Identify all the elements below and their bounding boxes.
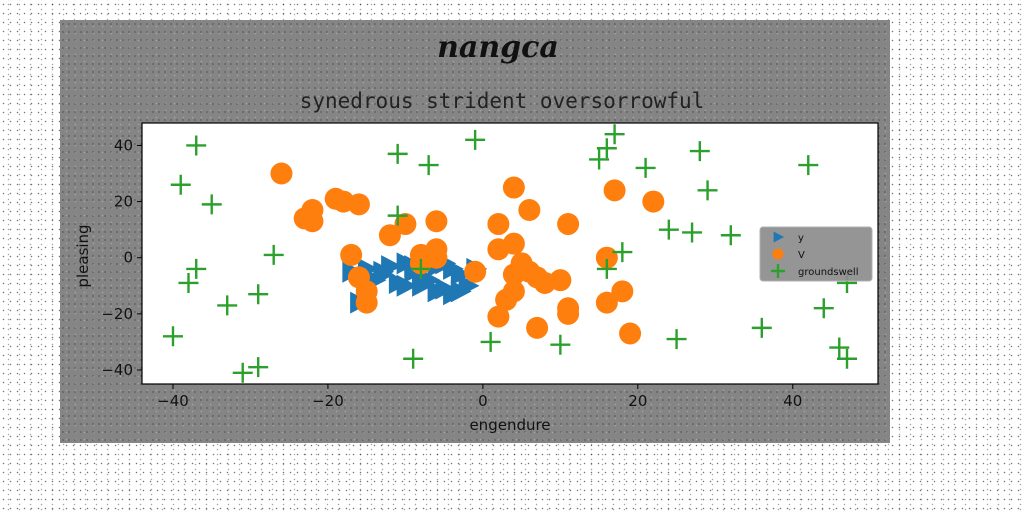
data-point <box>340 243 363 266</box>
data-point <box>658 219 679 240</box>
data-point <box>612 242 633 263</box>
legend-label: y <box>798 233 804 244</box>
data-point <box>549 269 572 292</box>
legend-label: V <box>798 250 805 261</box>
data-point <box>596 138 617 159</box>
data-point <box>263 244 284 265</box>
x-tick-label: −20 <box>312 392 344 410</box>
data-point <box>666 329 687 350</box>
data-point <box>697 180 718 201</box>
scatter-chart: nangca synedrous strident oversorrowful … <box>74 30 879 434</box>
data-point <box>178 272 199 293</box>
data-point <box>410 258 431 279</box>
data-point <box>373 260 395 283</box>
y-tick-label: −40 <box>101 361 133 379</box>
data-point <box>396 274 418 297</box>
data-point <box>347 193 370 216</box>
data-point <box>464 260 487 283</box>
data-point <box>450 263 472 286</box>
data-point <box>387 205 408 226</box>
data-point <box>425 210 448 233</box>
data-point <box>270 162 293 185</box>
data-point <box>458 274 480 297</box>
data-point <box>480 331 501 352</box>
data-point <box>186 135 207 156</box>
data-point <box>248 284 269 305</box>
figure: nangca synedrous strident oversorrowful … <box>60 20 890 443</box>
data-point <box>162 326 183 347</box>
x-tick-label: −40 <box>157 392 189 410</box>
data-point <box>170 174 191 195</box>
data-point <box>589 149 610 170</box>
data-point <box>324 187 347 210</box>
data-point <box>487 213 510 236</box>
data-point <box>394 213 417 236</box>
data-point <box>443 283 464 306</box>
data-point <box>293 207 316 230</box>
data-point <box>619 322 642 345</box>
data-point <box>425 246 448 269</box>
data-point <box>604 124 625 145</box>
y-axis: −40 −20 0 20 40 <box>101 136 142 379</box>
legend-box <box>759 226 873 282</box>
data-point <box>526 316 549 339</box>
y-axis-label: pleasing <box>74 224 92 287</box>
data-marks <box>162 124 858 383</box>
legend-marker <box>772 248 784 260</box>
data-point <box>419 269 441 292</box>
data-point <box>798 155 819 176</box>
series-2 <box>162 124 858 383</box>
data-point <box>595 291 618 314</box>
data-point <box>611 280 634 303</box>
data-point <box>502 176 525 199</box>
x-tick-label: 40 <box>783 392 802 410</box>
figure-suptitle: nangca <box>437 30 559 65</box>
data-point <box>635 157 656 178</box>
data-point <box>518 199 541 221</box>
data-point <box>355 291 378 314</box>
data-point <box>837 348 858 369</box>
x-tick-label: 20 <box>628 392 647 410</box>
data-point <box>550 334 571 355</box>
data-point <box>378 224 401 247</box>
data-point <box>502 280 525 303</box>
legend-label: groundswell <box>798 267 858 278</box>
data-point <box>465 129 486 150</box>
x-tick-label: 0 <box>478 392 488 410</box>
y-tick-label: −20 <box>101 305 133 323</box>
legend-marker <box>771 264 785 278</box>
data-point <box>487 305 510 328</box>
data-point <box>603 179 626 202</box>
data-point <box>751 317 772 338</box>
data-point <box>418 155 439 176</box>
data-point <box>403 348 424 369</box>
y-tick-label: 0 <box>123 249 133 267</box>
data-point <box>642 190 665 213</box>
data-point <box>557 213 580 236</box>
data-point <box>720 225 741 246</box>
data-point <box>689 141 710 162</box>
data-point <box>232 362 253 383</box>
x-axis-label: engendure <box>469 416 550 434</box>
data-point <box>502 232 525 255</box>
data-point <box>248 357 269 378</box>
data-point <box>813 298 834 319</box>
data-point <box>829 337 850 358</box>
data-point <box>217 295 238 316</box>
x-axis: −40 −20 0 20 40 <box>157 384 802 410</box>
chart-title: synedrous strident oversorrowful <box>300 89 705 113</box>
data-point <box>201 194 222 215</box>
y-tick-label: 20 <box>114 193 133 211</box>
legend-marker <box>773 231 785 243</box>
data-point <box>186 258 207 279</box>
series-1 <box>270 162 665 345</box>
data-point <box>387 143 408 164</box>
y-tick-label: 40 <box>114 136 133 154</box>
data-point <box>557 302 580 325</box>
data-point <box>682 222 703 243</box>
data-point <box>596 258 617 279</box>
